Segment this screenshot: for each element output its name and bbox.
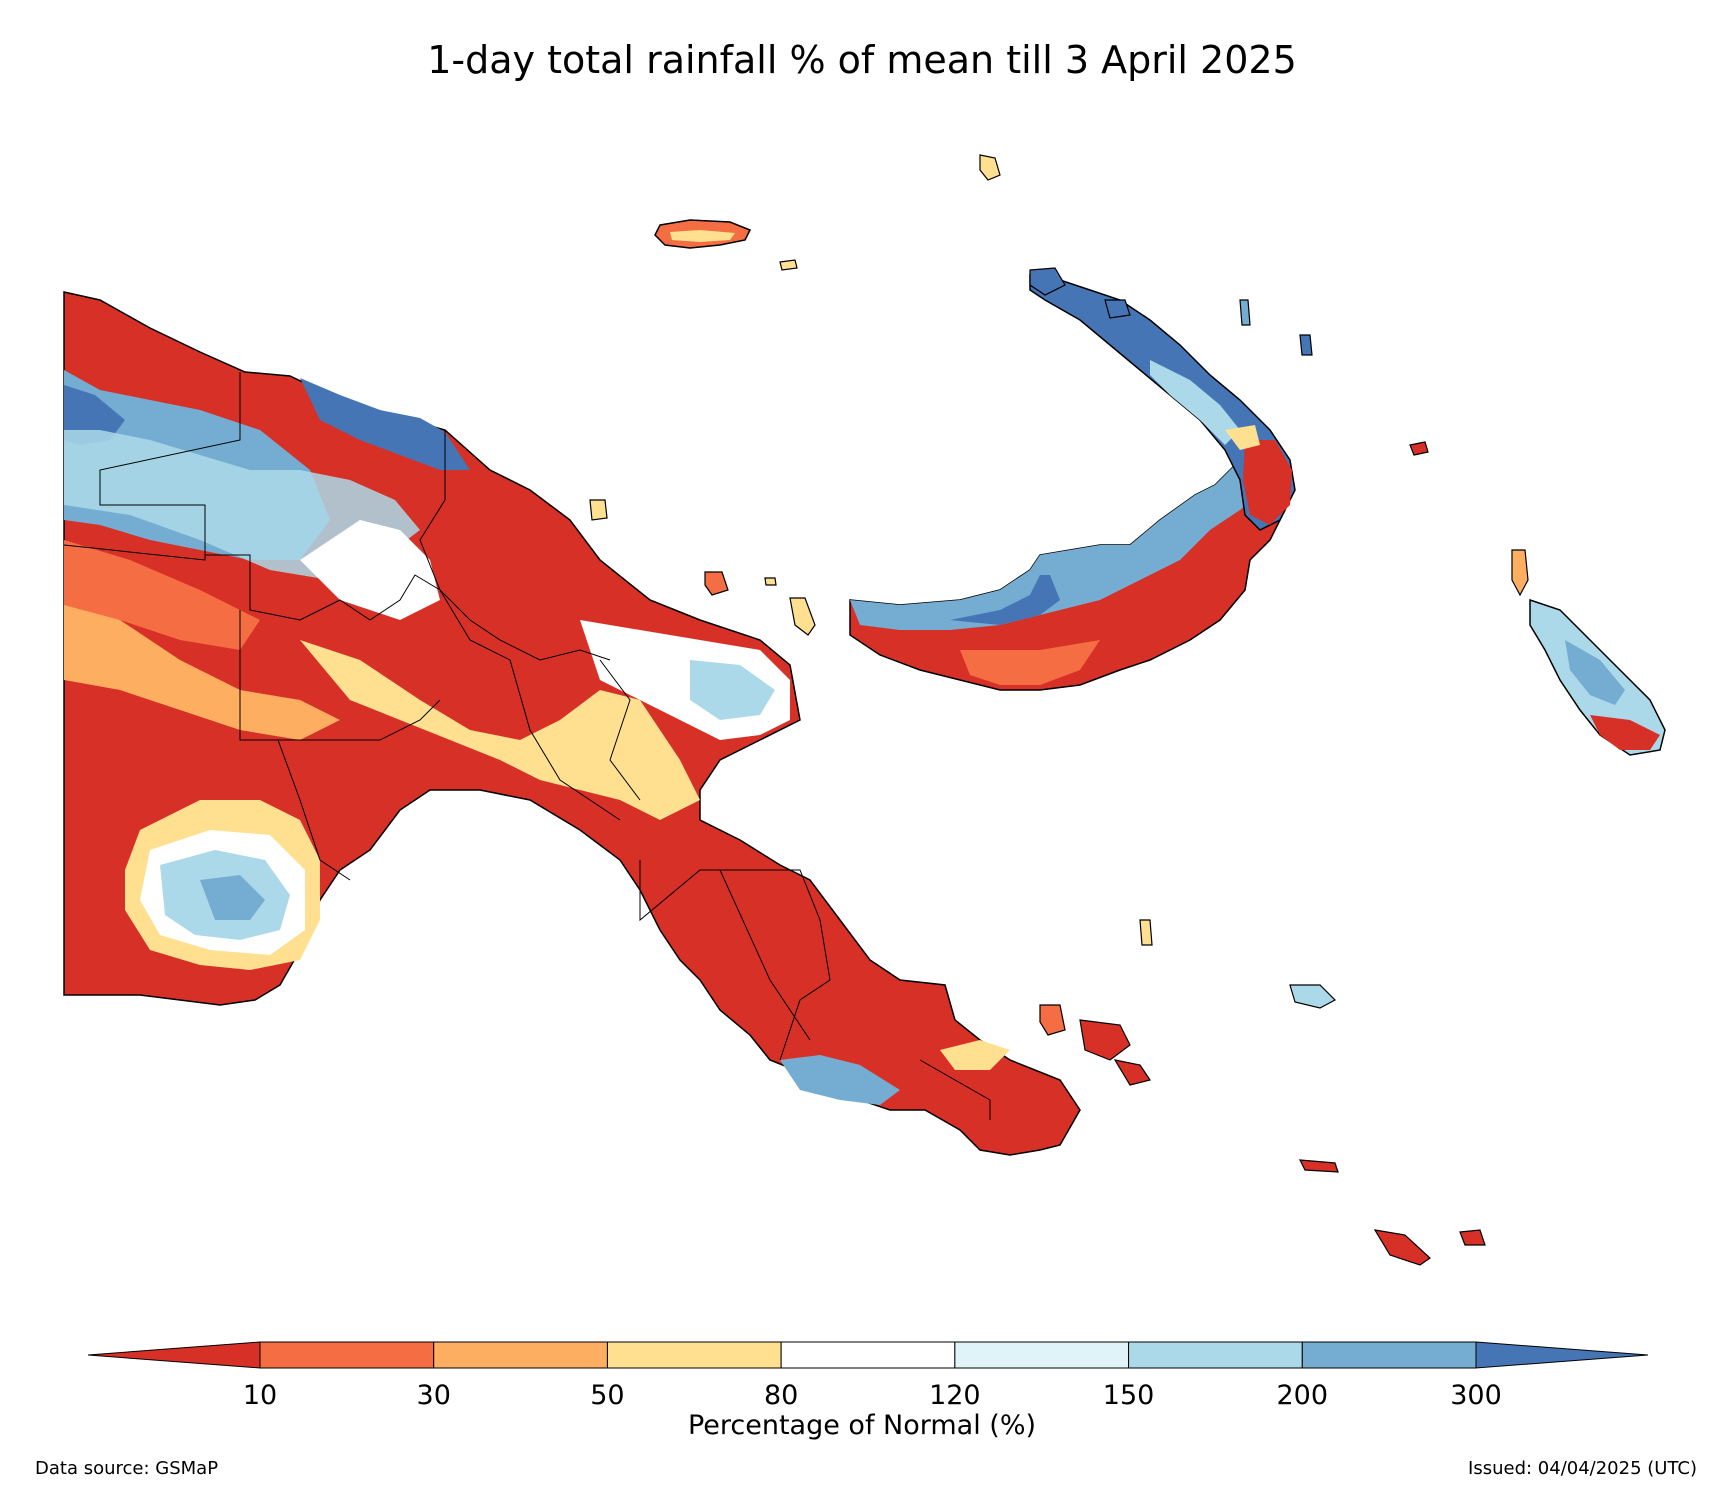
colorbar-tick-label: 50 [590, 1380, 625, 1411]
colorbar [87, 1341, 1649, 1369]
mainland [63, 291, 1081, 1156]
province-boundaries [63, 372, 991, 1120]
colorbar-tick-label: 300 [1450, 1380, 1502, 1411]
colorbar-bin [1128, 1341, 1303, 1369]
colorbar-bin [780, 1341, 956, 1369]
colorbar-tick-label: 80 [763, 1380, 799, 1411]
colorbar-bin [259, 1341, 435, 1369]
white-band [300, 520, 440, 620]
yellow-highlands [300, 640, 700, 820]
se-coast-yellow [940, 1040, 1010, 1070]
north-coast-blue [300, 378, 470, 470]
rainfall-map [63, 154, 1666, 1266]
colorbar-tick-label: 200 [1276, 1380, 1329, 1411]
manus-island [654, 219, 752, 249]
map-title: 1-day total rainfall % of mean till 3 Ap… [427, 38, 1297, 82]
colorbar-tick-label: 120 [929, 1380, 981, 1411]
data-source: Data source: GSMaP [35, 1458, 219, 1479]
colorbar-bin [433, 1341, 608, 1369]
colorbar-bin [1301, 1341, 1477, 1369]
new-britain-dark-blue [950, 575, 1060, 625]
colorbar-bin-low [87, 1341, 261, 1369]
colorbar-bin [954, 1341, 1130, 1369]
small-islands [589, 154, 1486, 1266]
colorbar-label: Percentage of Normal (%) [687, 1410, 1037, 1441]
colorbar-bin-high [1475, 1341, 1649, 1369]
issued-date: Issued: 04/04/2025 (UTC) [1468, 1458, 1697, 1479]
orange-highlands [64, 600, 340, 740]
colorbar-tick-label: 30 [416, 1380, 451, 1411]
new-ireland [1029, 274, 1296, 531]
new-britain-orange [960, 640, 1100, 685]
new-ireland-yellow [1225, 425, 1260, 450]
new-ireland-red [1243, 440, 1292, 525]
bougainville [1511, 549, 1666, 756]
orange-belt [64, 540, 260, 650]
new-britain [849, 459, 1286, 691]
new-ireland-light [1150, 360, 1240, 445]
east-peninsula-blue [690, 660, 775, 720]
se-coast-blue [780, 1055, 900, 1105]
south-mid-blue [200, 875, 265, 920]
colorbar-tick-label: 150 [1102, 1380, 1155, 1411]
colorbar-bin [606, 1341, 782, 1369]
colorbar-tick-label: 10 [242, 1380, 278, 1411]
